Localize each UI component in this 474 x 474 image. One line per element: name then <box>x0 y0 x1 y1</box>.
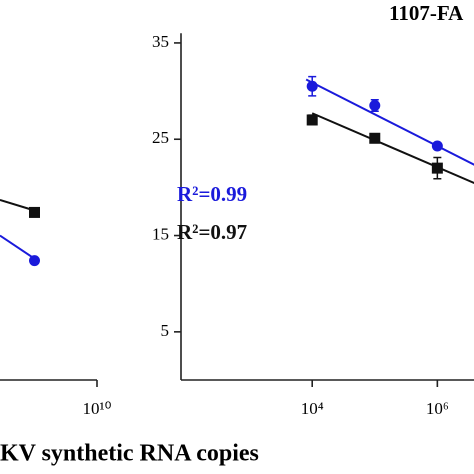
point <box>29 255 40 267</box>
y-tick-label: 5 <box>161 321 170 340</box>
point <box>369 100 381 112</box>
y-tick-label: 25 <box>152 128 169 147</box>
annotation: R²=0.99 <box>177 182 247 206</box>
fit-line <box>0 198 35 212</box>
fit-line <box>0 234 36 260</box>
y-tick-label: 15 <box>152 224 169 243</box>
x-tick-label: 10⁴ <box>301 399 324 418</box>
x-tick-label: 10⁶ <box>426 399 449 418</box>
point <box>431 140 443 152</box>
point <box>306 80 318 92</box>
point <box>431 162 443 174</box>
point <box>29 206 40 218</box>
fit-line <box>305 78 474 166</box>
x-tick-label: 10¹⁰ <box>83 399 112 418</box>
annotation: R²=0.97 <box>177 220 247 244</box>
point <box>369 132 381 144</box>
y-tick-label: 35 <box>152 32 169 51</box>
x-axis-label: KV synthetic RNA copies <box>0 441 259 467</box>
chart-title: 1107-FA <box>389 1 464 25</box>
point <box>306 114 318 126</box>
fit-line <box>311 112 474 185</box>
